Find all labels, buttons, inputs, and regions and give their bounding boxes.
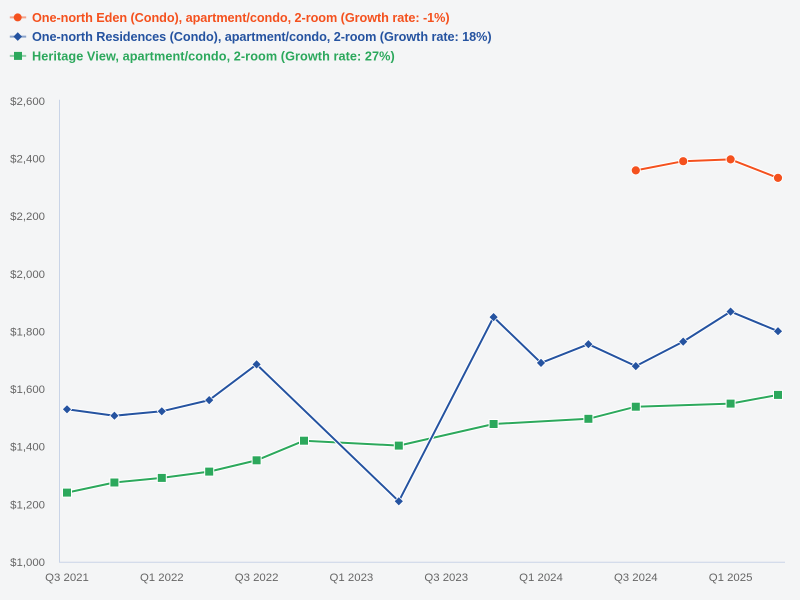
svg-text:Q1 2024: Q1 2024 xyxy=(519,572,563,584)
svg-text:$2,400: $2,400 xyxy=(10,154,45,166)
svg-text:$2,000: $2,000 xyxy=(10,269,45,281)
svg-text:Q3 2021: Q3 2021 xyxy=(45,572,89,584)
svg-text:Q1 2023: Q1 2023 xyxy=(330,572,374,584)
svg-text:One-north Residences (Condo),: One-north Residences (Condo), apartment/… xyxy=(32,30,492,44)
svg-text:Q3 2022: Q3 2022 xyxy=(235,572,279,584)
svg-text:$1,800: $1,800 xyxy=(10,327,45,339)
svg-text:Heritage View, apartment/condo: Heritage View, apartment/condo, 2-room (… xyxy=(32,49,395,63)
svg-text:$2,200: $2,200 xyxy=(10,211,45,223)
svg-text:$1,200: $1,200 xyxy=(10,499,45,511)
svg-text:One-north Eden (Condo), apartm: One-north Eden (Condo), apartment/condo,… xyxy=(32,11,450,25)
svg-text:Q1 2025: Q1 2025 xyxy=(709,572,753,584)
svg-text:$2,600: $2,600 xyxy=(10,96,45,108)
svg-text:$1,400: $1,400 xyxy=(10,442,45,454)
svg-text:$1,600: $1,600 xyxy=(10,384,45,396)
svg-text:Q3 2024: Q3 2024 xyxy=(614,572,658,584)
svg-text:Q3 2023: Q3 2023 xyxy=(424,572,468,584)
svg-text:Q1 2022: Q1 2022 xyxy=(140,572,184,584)
svg-text:$1,000: $1,000 xyxy=(10,557,45,569)
